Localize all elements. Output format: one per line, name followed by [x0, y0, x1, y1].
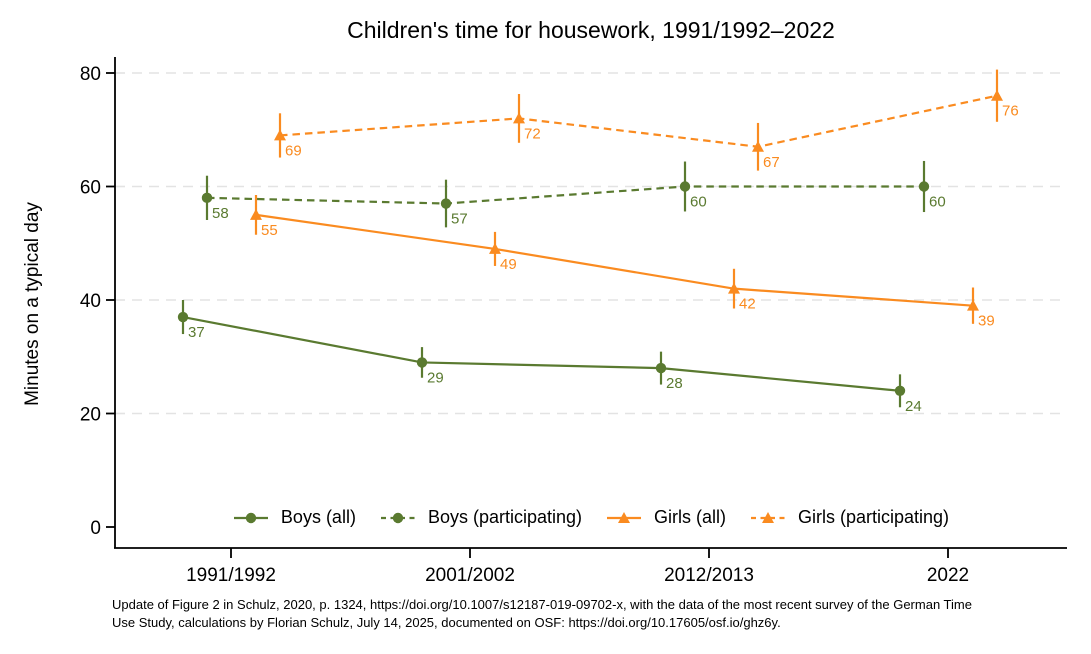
data-point-circle [440, 198, 452, 209]
source-note-line: Use Study, calculations by Florian Schul… [112, 615, 781, 630]
data-label: 28 [666, 375, 683, 392]
legend-label: Girls (all) [654, 507, 727, 527]
data-label: 76 [1002, 103, 1019, 120]
legend-circle-marker-icon [233, 512, 268, 523]
data-label: 39 [978, 313, 995, 330]
data-point-circle [894, 385, 906, 396]
legend-item: Girls (participating) [750, 507, 949, 528]
data-point-triangle [991, 89, 1003, 101]
series-line [279, 94, 998, 148]
legend-label: Boys (participating) [427, 507, 583, 527]
legend-circle-marker-icon [380, 512, 415, 523]
series-line [255, 213, 974, 307]
series-line [206, 185, 924, 205]
legend-label: Girls (participating) [798, 507, 950, 527]
legend-item: Girls (all) [606, 507, 726, 528]
legend-item: Boys (participating) [380, 507, 582, 528]
data-point-triangle [967, 299, 979, 311]
x-tick-label: 1991/1992 [186, 565, 276, 586]
source-note: Update of Figure 2 in Schulz, 2020, p. 1… [112, 596, 1072, 632]
data-label: 29 [427, 369, 444, 386]
data-label: 60 [929, 194, 946, 211]
data-label: 49 [500, 256, 517, 273]
y-tick-label: 40 [80, 291, 101, 312]
data-point-triangle [250, 208, 262, 220]
data-label: 24 [905, 398, 922, 415]
data-point-circle [679, 181, 691, 192]
legend-triangle-marker-icon [607, 511, 642, 523]
data-label: 60 [690, 194, 707, 211]
data-label: 69 [285, 142, 302, 159]
x-tick-label: 2001/2002 [425, 565, 515, 586]
data-point-circle [655, 362, 667, 374]
legend-item: Boys (all) [233, 507, 356, 528]
data-label: 55 [261, 222, 278, 239]
chart-title: Children's time for housework, 1991/1992… [347, 17, 835, 43]
data-label: 67 [763, 154, 780, 171]
data-point-circle [918, 181, 930, 192]
y-tick-label: 60 [80, 178, 101, 199]
data-point-triangle [274, 129, 286, 141]
series-line [182, 315, 901, 392]
data-point-triangle [513, 112, 525, 124]
x-tick-label: 2012/2013 [664, 565, 754, 586]
data-point-circle [177, 311, 189, 323]
y-tick-label: 80 [80, 64, 101, 85]
y-tick-label: 0 [90, 518, 101, 539]
data-label: 57 [451, 211, 468, 228]
data-point-triangle [489, 242, 501, 254]
legend-triangle-marker-icon [751, 511, 786, 523]
data-point-circle [416, 357, 428, 368]
data-label: 58 [212, 205, 229, 222]
legend-label: Boys (all) [280, 507, 356, 527]
data-point-triangle [752, 140, 764, 152]
x-tick-label: 2022 [927, 565, 969, 586]
data-point-circle [201, 192, 213, 204]
legend: Boys (all) Boys (participating) Girls (all… [115, 507, 1067, 528]
data-point-triangle [728, 282, 740, 294]
data-label: 42 [739, 296, 756, 313]
y-tick-label: 20 [80, 405, 101, 426]
data-label: 72 [524, 125, 541, 142]
data-label: 37 [188, 324, 205, 341]
source-note-line: Update of Figure 2 in Schulz, 2020, p. 1… [112, 597, 972, 612]
